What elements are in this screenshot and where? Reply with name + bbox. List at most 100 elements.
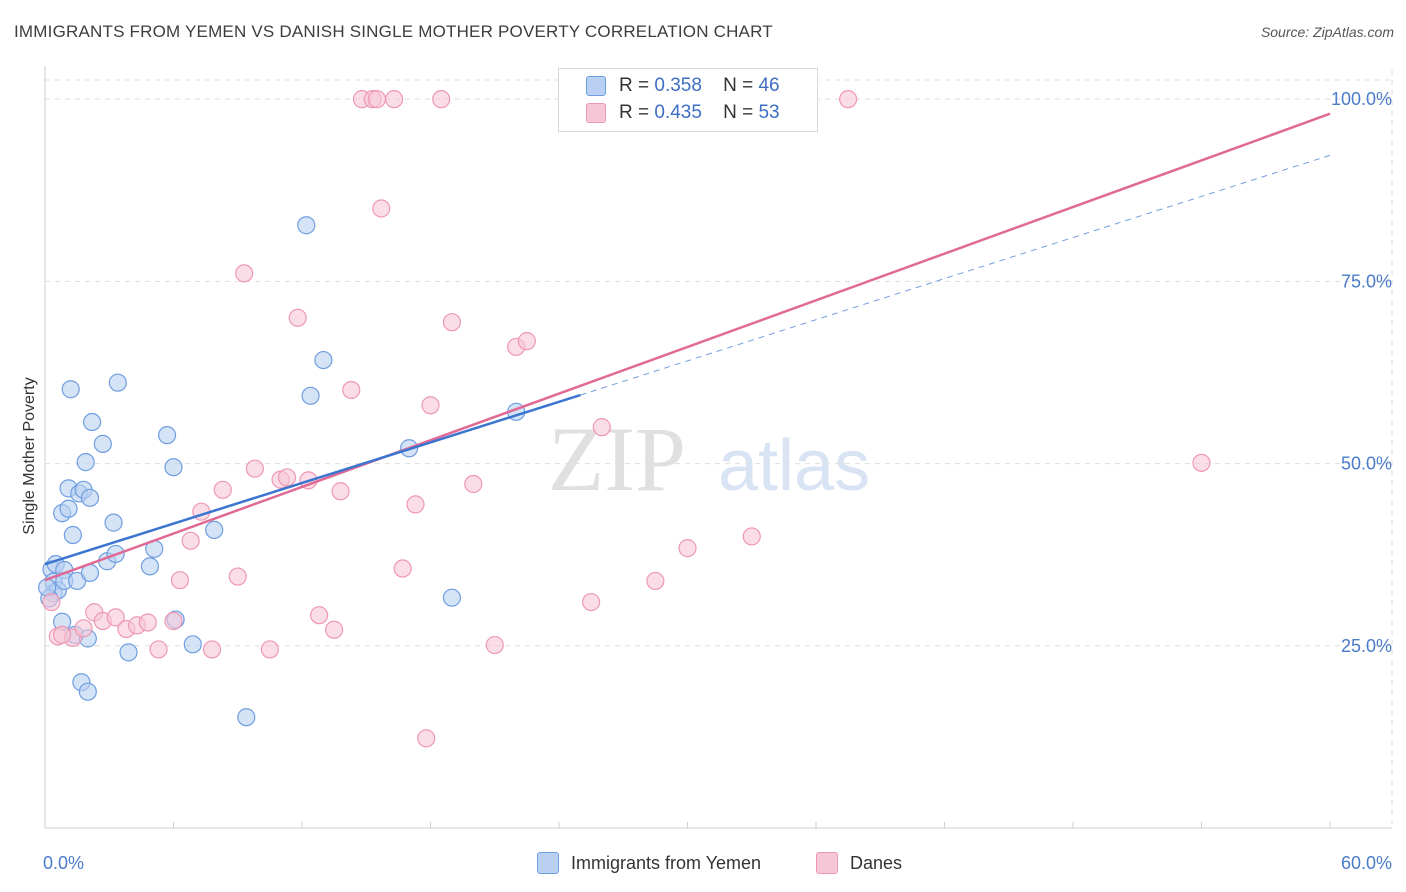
yemen-point xyxy=(83,412,102,432)
series-swatch-danes xyxy=(816,852,838,874)
source-label: Source: ZipAtlas.com xyxy=(1260,24,1394,40)
danes-point xyxy=(646,571,665,591)
danes-point xyxy=(839,90,858,109)
danes-point xyxy=(384,90,404,109)
danes-point xyxy=(442,313,462,332)
yemen-point xyxy=(183,635,202,654)
y-tick-label: 25.0% xyxy=(1341,636,1392,656)
legend-r-value: 0.435 xyxy=(654,102,702,123)
tick-labels: 25.0% 50.0% 75.0% 100.0% 0.0% 60.0% xyxy=(43,89,1392,873)
danes-point xyxy=(432,90,451,109)
danes-point xyxy=(149,640,168,659)
watermark-zip: ZIP xyxy=(548,408,686,510)
yemen-point xyxy=(108,373,127,392)
yemen-point xyxy=(104,513,123,532)
yemen-point xyxy=(76,453,95,472)
yemen-point xyxy=(205,520,224,540)
legend-n-label: N = xyxy=(723,75,754,96)
danes-point xyxy=(53,625,72,644)
yemen-point xyxy=(442,588,462,607)
yemen-point xyxy=(61,380,80,399)
danes-point xyxy=(164,611,183,631)
legend-r-label: R = xyxy=(619,102,650,123)
trend-lines xyxy=(44,112,1331,582)
danes-trend-line xyxy=(44,112,1331,582)
legend-r-value: 0.358 xyxy=(654,75,702,96)
legend-row-yemen: R = 0.358 N = 46 xyxy=(586,74,780,98)
danes-point xyxy=(517,332,536,351)
danes-point xyxy=(138,613,157,632)
danes-point xyxy=(106,608,125,627)
yemen-point xyxy=(59,499,78,518)
yemen-point xyxy=(80,488,100,507)
danes-point xyxy=(213,480,232,499)
danes-point xyxy=(678,539,697,558)
danes-point xyxy=(74,619,93,638)
chart-title: IMMIGRANTS FROM YEMEN VS DANISH SINGLE M… xyxy=(14,22,773,41)
yemen-point xyxy=(301,386,320,405)
danes-point xyxy=(235,264,254,283)
danes-point xyxy=(592,418,611,437)
danes-point xyxy=(228,567,247,586)
series-swatch-yemen xyxy=(537,852,559,874)
danes-point xyxy=(367,90,387,109)
legend-swatch-yemen xyxy=(586,76,606,96)
y-axis-label: Single Mother Poverty xyxy=(21,377,38,534)
y-tick-label: 75.0% xyxy=(1341,271,1392,291)
danes-point xyxy=(331,482,350,501)
legend-row-danes: R = 0.435 N = 53 xyxy=(586,101,780,125)
danes-point xyxy=(393,559,412,578)
legend-n-label: N = xyxy=(723,102,754,123)
yemen-point xyxy=(63,525,82,545)
danes-point xyxy=(42,592,61,612)
danes-point xyxy=(288,308,307,327)
danes-point xyxy=(260,640,279,659)
yemen-point xyxy=(68,571,87,591)
series-name-yemen: Immigrants from Yemen xyxy=(571,852,762,873)
legend-n-value: 53 xyxy=(758,102,780,123)
danes-point xyxy=(342,380,361,400)
danes-point xyxy=(1192,453,1211,472)
yemen-point xyxy=(297,216,316,235)
yemen-point xyxy=(237,708,256,727)
legend-r-label: R = xyxy=(619,75,650,96)
yemen-point xyxy=(78,682,97,701)
legend-n-value: 46 xyxy=(758,75,780,96)
yemen-trend-projection xyxy=(580,154,1331,396)
x-tick-label: 60.0% xyxy=(1341,853,1392,873)
danes-point xyxy=(582,592,601,612)
danes-point xyxy=(464,474,483,494)
danes-point xyxy=(202,640,222,659)
data-points xyxy=(38,90,1211,748)
danes-point xyxy=(742,527,761,546)
yemen-point xyxy=(314,350,333,370)
danes-point xyxy=(417,729,436,748)
danes-point xyxy=(170,571,190,590)
y-tick-label: 100.0% xyxy=(1331,89,1392,109)
series-legend-danes: Danes xyxy=(816,852,902,874)
yemen-point xyxy=(157,426,177,445)
grid-lines xyxy=(45,70,1393,828)
danes-point xyxy=(245,459,264,478)
danes-point xyxy=(485,635,504,655)
danes-point xyxy=(277,468,297,487)
axes xyxy=(44,66,1392,829)
yemen-point xyxy=(93,434,112,453)
danes-point xyxy=(372,199,391,218)
correlation-legend: R = 0.358 N = 46 R = 0.435 N = 53 xyxy=(558,68,818,132)
yemen-trend-line xyxy=(44,393,581,566)
x-tick-label: 0.0% xyxy=(43,853,84,873)
series-name-danes: Danes xyxy=(850,852,903,873)
danes-point xyxy=(406,495,425,514)
legend-swatch-danes xyxy=(586,103,606,123)
watermark-atlas: atlas xyxy=(718,426,870,506)
yemen-point xyxy=(164,458,183,477)
series-legend-yemen: Immigrants from Yemen xyxy=(537,852,761,874)
danes-point xyxy=(325,620,344,639)
yemen-point xyxy=(119,643,138,662)
yemen-point xyxy=(140,557,160,576)
danes-point xyxy=(181,531,200,550)
danes-point xyxy=(310,606,329,625)
danes-point xyxy=(421,396,440,415)
